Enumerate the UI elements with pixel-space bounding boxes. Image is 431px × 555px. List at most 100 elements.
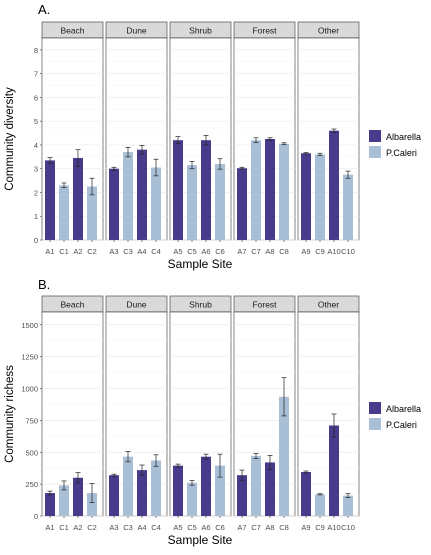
bar-C6 — [215, 163, 225, 240]
facet-label: Beach — [60, 26, 84, 36]
bar-A10 — [329, 425, 339, 516]
x-tick-label: C1 — [59, 247, 69, 256]
y-axis-label-0: Community diversity — [4, 87, 16, 191]
y-tick-label: 4 — [34, 141, 38, 150]
y-tick-label: 750 — [25, 416, 38, 425]
facet-panel — [41, 311, 104, 517]
x-tick-label: A7 — [237, 247, 246, 256]
bar-A3 — [109, 475, 119, 516]
bar-C7 — [251, 456, 261, 516]
bar-C8 — [279, 396, 289, 516]
x-tick-label: C10 — [341, 523, 355, 532]
bar-C7 — [251, 140, 261, 240]
panel-tag-1: B. — [38, 277, 50, 292]
x-tick-label: A6 — [201, 523, 210, 532]
x-tick-label: C8 — [279, 523, 289, 532]
y-tick-label: 1000 — [21, 385, 38, 394]
bar-C5 — [187, 482, 197, 516]
bar-C2 — [87, 493, 97, 516]
x-tick-label: C8 — [279, 247, 289, 256]
facet-label: Dune — [126, 26, 147, 36]
x-tick-label: A3 — [109, 247, 118, 256]
bar-C3 — [123, 456, 133, 516]
bar-A5 — [173, 140, 183, 240]
bar-C2 — [87, 186, 97, 240]
panel-tag-0: A. — [38, 2, 50, 17]
legend-label: P.Caleri — [386, 420, 417, 430]
legend-label: Albarella — [386, 132, 421, 142]
x-tick-label: A4 — [137, 247, 146, 256]
x-axis-label-1: Sample Site — [168, 533, 233, 547]
bar-C10 — [343, 174, 353, 240]
x-tick-label: C9 — [315, 523, 325, 532]
bar-A2 — [73, 158, 83, 240]
x-tick-label: A10 — [327, 247, 340, 256]
x-tick-label: C6 — [215, 247, 225, 256]
facet-label: Beach — [60, 300, 84, 310]
bar-A5 — [173, 465, 183, 516]
x-tick-label: C2 — [87, 523, 97, 532]
x-tick-label: A5 — [173, 523, 182, 532]
x-tick-label: C7 — [251, 523, 261, 532]
y-tick-label: 0 — [34, 512, 38, 521]
bar-A9 — [301, 472, 311, 516]
y-tick-label: 5 — [34, 117, 38, 126]
facet-label: Shrub — [189, 26, 212, 36]
x-tick-label: C4 — [151, 247, 161, 256]
x-tick-label: A3 — [109, 523, 118, 532]
x-tick-label: A10 — [327, 523, 340, 532]
x-tick-label: A2 — [73, 523, 82, 532]
legend-label: Albarella — [386, 404, 421, 414]
x-tick-label: C2 — [87, 247, 97, 256]
x-tick-label: A9 — [301, 247, 310, 256]
bar-A1 — [45, 160, 55, 240]
x-axis-label-0: Sample Site — [168, 257, 233, 271]
facet-label: Forest — [252, 300, 277, 310]
bar-A3 — [109, 168, 119, 240]
x-tick-label: A7 — [237, 523, 246, 532]
x-tick-label: C6 — [215, 523, 225, 532]
legend-swatch — [369, 418, 381, 430]
y-tick-label: 250 — [25, 480, 38, 489]
facet-label: Forest — [252, 26, 277, 36]
x-tick-label: A5 — [173, 247, 182, 256]
x-tick-label: A2 — [73, 247, 82, 256]
y-tick-label: 8 — [34, 46, 38, 55]
x-tick-label: A1 — [45, 523, 54, 532]
y-tick-label: 1250 — [21, 353, 38, 362]
bar-C9 — [315, 154, 325, 240]
x-tick-label: A9 — [301, 523, 310, 532]
bar-A10 — [329, 130, 339, 240]
x-tick-label: A8 — [265, 247, 274, 256]
bar-A7 — [237, 168, 247, 240]
legend-swatch — [369, 402, 381, 414]
bar-A8 — [265, 462, 275, 516]
bar-A8 — [265, 139, 275, 240]
bar-A1 — [45, 493, 55, 516]
x-tick-label: C4 — [151, 523, 161, 532]
bar-A2 — [73, 477, 83, 516]
x-tick-label: A6 — [201, 247, 210, 256]
bar-A9 — [301, 153, 311, 240]
x-tick-label: A1 — [45, 247, 54, 256]
y-tick-label: 7 — [34, 70, 38, 79]
y-tick-label: 6 — [34, 93, 38, 102]
y-tick-label: 1500 — [21, 321, 38, 330]
x-tick-label: C9 — [315, 247, 325, 256]
legend-label: P.Caleri — [386, 148, 417, 158]
legend-swatch — [369, 130, 381, 142]
bar-C6 — [215, 465, 225, 516]
bar-A7 — [237, 475, 247, 516]
bar-A6 — [201, 456, 211, 516]
x-tick-label: C3 — [123, 523, 133, 532]
facet-label: Shrub — [189, 300, 212, 310]
bar-A4 — [137, 149, 147, 240]
x-tick-label: A4 — [137, 523, 146, 532]
bar-C4 — [151, 167, 161, 240]
y-tick-label: 0 — [34, 236, 38, 245]
bar-C4 — [151, 460, 161, 516]
y-axis-label-1: Community richess — [4, 365, 16, 463]
bar-C5 — [187, 165, 197, 240]
